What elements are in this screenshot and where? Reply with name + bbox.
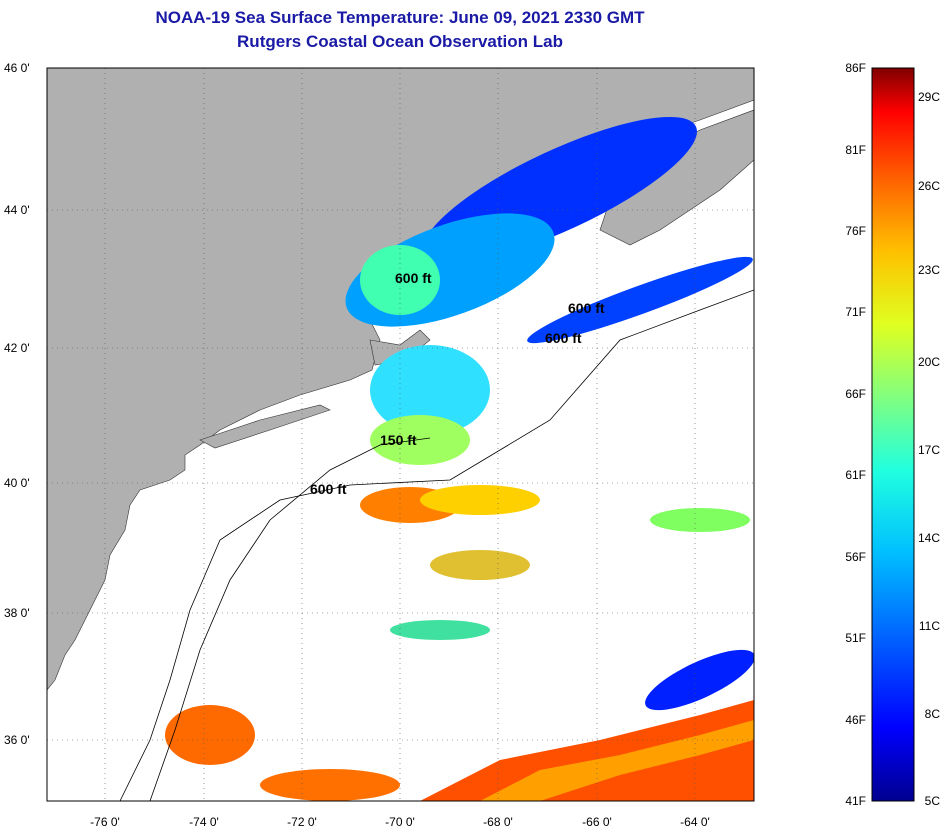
colorbar-c-label: 26C [918, 179, 940, 193]
isobath-label: 150 ft [380, 432, 417, 448]
colorbar-c-label: 14C [918, 531, 940, 545]
lon-label: -74 0' [189, 815, 219, 829]
lat-label: 36 0' [4, 733, 30, 747]
lon-label: -76 0' [90, 815, 120, 829]
graticule [47, 68, 754, 801]
isobath-label: 600 ft [310, 481, 347, 497]
map-subtitle: Rutgers Coastal Ocean Observation Lab [237, 32, 563, 51]
colorbar-c-label: 5C [925, 794, 941, 808]
lon-label: -70 0' [385, 815, 415, 829]
sst-patch-gulf-stream [420, 700, 754, 801]
colorbar-f-label: 76F [845, 224, 866, 238]
sst-patch-offshore-2 [650, 508, 750, 532]
sst-patch-offshore-3 [390, 620, 490, 640]
colorbar-c-label: 20C [918, 355, 940, 369]
colorbar-c-label: 8C [925, 707, 941, 721]
sst-patch-se-cold [645, 649, 754, 711]
colorbar-f-label: 86F [845, 61, 866, 75]
sst-patch-south-warm [260, 769, 400, 801]
sst-patch-offshore-1 [430, 550, 530, 580]
lat-label: 42 0' [4, 341, 30, 355]
colorbar-f-label: 81F [845, 143, 866, 157]
lat-label: 40 0' [4, 476, 30, 490]
colorbar [871, 67, 915, 802]
sst-patch-gulf-stream-edge [480, 720, 754, 801]
land-cape-cod [369, 329, 431, 366]
lat-label: 38 0' [4, 606, 30, 620]
colorbar-f-label: 46F [845, 713, 866, 727]
lat-label: 44 0' [4, 203, 30, 217]
isobath-150ft-line [149, 437, 431, 801]
colorbar-f-label: 61F [845, 468, 866, 482]
lat-label: 46 0' [4, 61, 30, 75]
colorbar-c-label: 29C [918, 90, 940, 104]
lon-label: -66 0' [582, 815, 612, 829]
sst-patch-cape-cod-bay [370, 345, 490, 435]
colorbar-f-label: 66F [845, 387, 866, 401]
lon-label: -72 0' [287, 815, 317, 829]
isobath-label: 600 ft [395, 270, 432, 286]
sst-patch-southwest-warm [165, 705, 255, 765]
colorbar-f-label: 51F [845, 631, 866, 645]
isobath-label: 600 ft [545, 330, 582, 346]
sst-patch-gulf-maine-coast [360, 245, 440, 315]
lon-label: -64 0' [680, 815, 710, 829]
sst-patch-georges [527, 256, 753, 344]
map-border [46, 67, 755, 802]
land-long-island [199, 404, 331, 449]
colorbar-f-label: 56F [845, 550, 866, 564]
colorbar-c-label: 17C [918, 443, 940, 457]
sst-patch-shelf-yellow [420, 485, 540, 515]
sst-patch-nantucket [370, 415, 470, 465]
lon-label: -68 0' [483, 815, 513, 829]
isobath-600ft-line [119, 289, 754, 801]
colorbar-f-label: 41F [845, 794, 866, 808]
colorbar-f-label: 71F [845, 305, 866, 319]
colorbar-c-label: 23C [918, 263, 940, 277]
colorbar-c-label: 11C [919, 619, 940, 633]
isobath-label: 600 ft [568, 300, 605, 316]
map-title: NOAA-19 Sea Surface Temperature: June 09… [155, 8, 645, 27]
